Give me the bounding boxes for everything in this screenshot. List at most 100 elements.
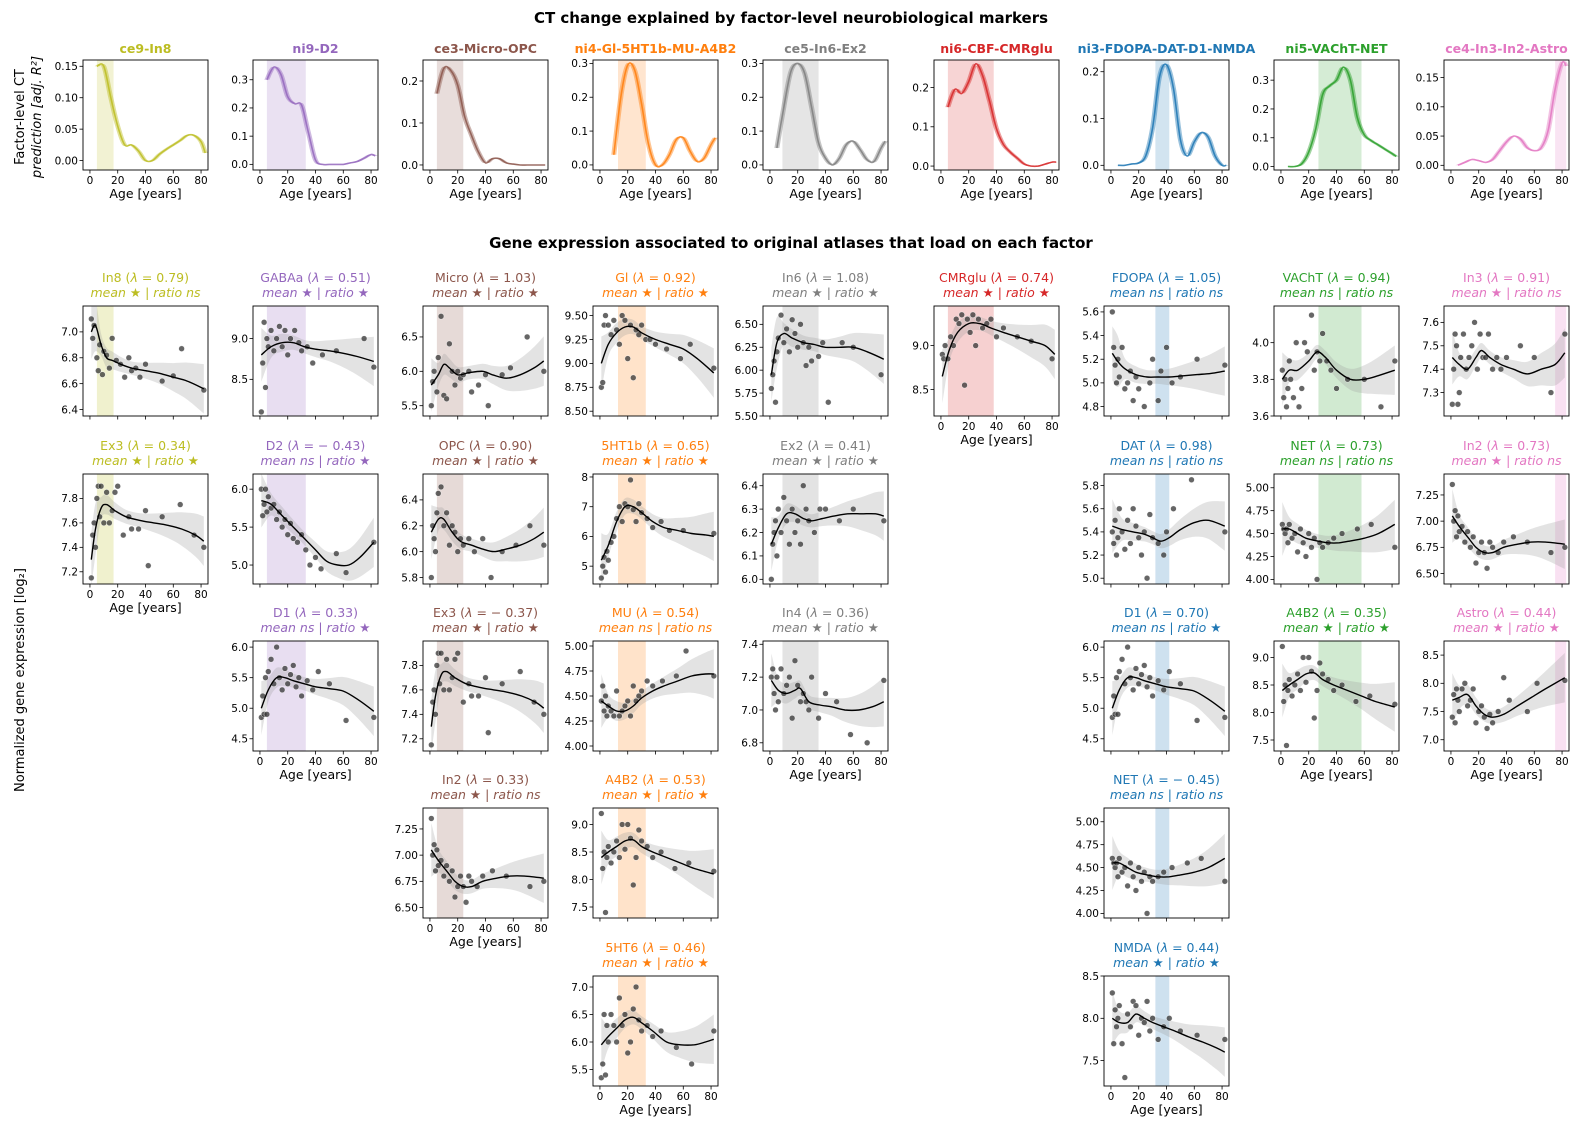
data-point — [624, 697, 631, 705]
y-tick-label: 8.50 — [565, 406, 588, 418]
data-point — [1146, 511, 1153, 518]
data-point — [1221, 878, 1228, 885]
data-point — [443, 395, 450, 402]
x-tick-label: 40 — [1160, 1091, 1173, 1103]
data-point — [1301, 339, 1308, 346]
data-point — [265, 668, 272, 675]
gene-title: In2 (λ = 0.33) — [442, 772, 529, 787]
y-tick-label: 5.00 — [565, 641, 588, 653]
data-point — [1456, 708, 1463, 715]
x-tick-label: 20 — [791, 175, 804, 187]
y-tick-label: 0.2 — [1252, 104, 1269, 116]
gene-title: Gl (λ = 0.92) — [615, 270, 696, 285]
y-tick-label: 7 — [581, 502, 588, 514]
data-point — [460, 699, 467, 706]
data-point — [1391, 544, 1398, 551]
x-tick-label: 20 — [451, 923, 464, 935]
data-point — [1483, 725, 1491, 732]
data-point — [1166, 668, 1173, 675]
data-point — [1464, 528, 1471, 535]
data-point — [1294, 670, 1301, 678]
confidence-ribbon — [1282, 499, 1395, 556]
data-point — [88, 574, 95, 581]
y-tick-label: 0.15 — [1416, 72, 1439, 84]
data-point — [1330, 535, 1337, 542]
x-tick-label: 0 — [1278, 756, 1285, 768]
data-point — [768, 674, 775, 681]
data-point — [485, 729, 492, 736]
y-tick-label: 6.3 — [741, 504, 758, 516]
data-point — [1113, 379, 1120, 386]
data-point — [499, 680, 506, 687]
y-tick-label: 6.1 — [741, 551, 758, 563]
data-point — [465, 535, 472, 542]
data-point — [802, 506, 810, 513]
gene-title: VAChT (λ = 0.94) — [1283, 270, 1391, 285]
fit-curve — [600, 838, 714, 875]
y-tick-label: 6.4 — [741, 481, 758, 493]
data-point — [1116, 1002, 1123, 1009]
y-tick-label: 8.5 — [912, 384, 929, 396]
data-point — [1333, 385, 1340, 392]
top-title: CT change explained by factor-level neur… — [534, 9, 1048, 27]
prediction-line — [776, 62, 886, 166]
y-tick-label: 4.5 — [231, 734, 248, 746]
data-point — [1298, 385, 1305, 392]
data-point — [619, 312, 626, 319]
y-tick-label: 7.5 — [1082, 1055, 1099, 1067]
x-tick-label: 20 — [451, 175, 464, 187]
y-tick-label: 6.4 — [401, 495, 418, 507]
data-point — [120, 532, 127, 539]
gene-panel-VAChT: 3.6 3.8 4.0 VAChT (λ = 0.94)mean ns | ratio… — [1252, 270, 1400, 423]
data-point — [1166, 1015, 1173, 1022]
y-tick-label: 8.5 — [1082, 971, 1099, 983]
data-point — [947, 333, 954, 340]
data-point — [1287, 376, 1294, 383]
data-point — [1000, 324, 1007, 332]
data-point — [1283, 742, 1290, 749]
data-point — [1132, 665, 1140, 672]
fit-curve — [1452, 677, 1566, 718]
data-point — [1138, 671, 1145, 678]
data-point — [454, 650, 461, 657]
y-tick-label: 4.00 — [1246, 574, 1269, 586]
data-point — [805, 706, 812, 714]
top-ylabel-line1: Factor-level CT — [13, 69, 28, 165]
y-tick-label: 6.2 — [401, 521, 418, 533]
data-point — [1338, 530, 1346, 537]
confidence-ribbon — [1112, 991, 1225, 1077]
data-point — [649, 854, 656, 861]
data-point — [815, 715, 822, 722]
data-point — [632, 854, 640, 861]
x-tick-label: 80 — [194, 589, 207, 601]
data-point — [1130, 397, 1137, 404]
factor-panel-ni5-VAChT-NET: 0.0 0.1 0.2 0.3 0 20 40 60 80 Age [years] ni5-VACh… — [1252, 41, 1400, 201]
data-point — [1485, 330, 1492, 338]
gene-panel-CMRglu: 8.5 9.0 0 20 40 60 80 Age [years] CMRglu (λ = 0.… — [912, 270, 1060, 447]
y-tick-label: 4.8 — [1082, 401, 1099, 413]
y-tick-label: 0.0 — [401, 160, 418, 172]
age-window-band — [96, 306, 114, 416]
x-tick-label: 60 — [847, 756, 860, 768]
data-point — [1461, 538, 1468, 546]
y-tick-label: 8.0 — [1422, 678, 1439, 690]
significance-label: mean ★ | ratio ★ — [602, 285, 709, 300]
x-tick-label: 40 — [309, 175, 322, 187]
x-tick-label: 80 — [364, 756, 377, 768]
data-point — [605, 843, 612, 850]
data-point — [786, 541, 793, 548]
data-point — [958, 311, 965, 318]
significance-label: mean ★ | ratio ns — [430, 787, 541, 802]
y-tick-label: 5.6 — [1082, 504, 1099, 516]
data-point — [273, 335, 280, 342]
data-point — [1116, 373, 1123, 381]
data-point — [1177, 680, 1184, 687]
x-tick-label: 20 — [791, 756, 804, 768]
data-point — [599, 865, 606, 872]
data-point — [1286, 676, 1293, 683]
y-tick-label: 5.2 — [1082, 354, 1099, 366]
fit-curve — [770, 511, 885, 545]
y-tick-label: 6.6 — [61, 378, 78, 390]
data-point — [435, 354, 442, 361]
data-point — [777, 665, 785, 673]
